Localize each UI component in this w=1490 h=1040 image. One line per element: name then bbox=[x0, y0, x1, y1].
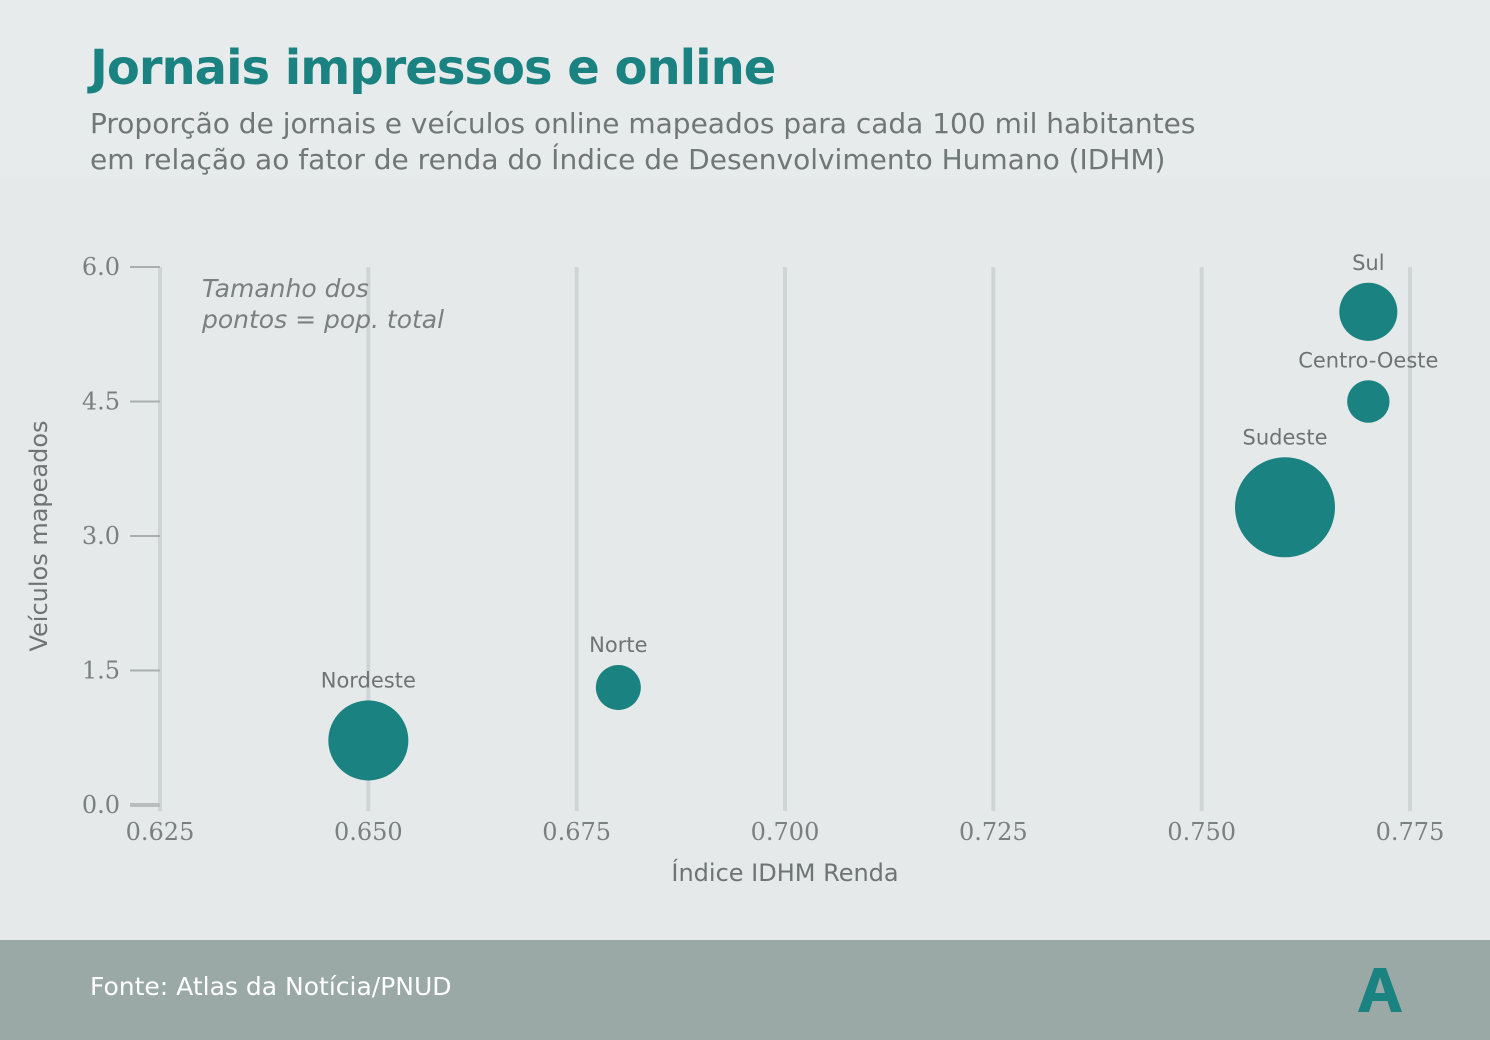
x-tick-label: 0.775 bbox=[1376, 818, 1445, 846]
y-tick-label: 4.5 bbox=[82, 388, 120, 416]
y-axis-title: Veículos mapeados bbox=[25, 420, 53, 651]
y-tick-label: 3.0 bbox=[82, 522, 120, 550]
x-tick-label: 0.650 bbox=[334, 818, 403, 846]
y-tick-label: 0.0 bbox=[82, 791, 120, 819]
x-tick-label: 0.750 bbox=[1167, 818, 1236, 846]
data-point bbox=[1347, 380, 1390, 423]
page-subtitle: Proporção de jornais e veículos online m… bbox=[90, 106, 1390, 178]
point-label: Norte bbox=[589, 633, 647, 657]
data-point bbox=[595, 665, 641, 711]
subtitle-line-1: Proporção de jornais e veículos online m… bbox=[90, 107, 1196, 140]
x-tick-label: 0.700 bbox=[751, 818, 820, 846]
footer: Fonte: Atlas da Notícia/PNUD bbox=[0, 940, 1490, 1040]
point-label: Centro-Oeste bbox=[1298, 348, 1438, 372]
size-note-line-2: pontos = pop. total bbox=[201, 305, 444, 334]
y-axis: 0.0 1.5 3.0 4.5 6.0 bbox=[82, 253, 160, 819]
x-axis: 0.625 0.650 0.675 0.700 0.725 0.750 0.775 bbox=[126, 803, 1445, 846]
point-label: Sul bbox=[1352, 251, 1384, 275]
data-points: Nordeste Norte Sudeste Centro-Oeste Sul bbox=[321, 251, 1438, 781]
subtitle-line-2: em relação ao fator de renda do Índice d… bbox=[90, 143, 1166, 176]
data-point bbox=[1235, 457, 1335, 558]
x-tick-label: 0.725 bbox=[959, 818, 1028, 846]
x-tick-label: 0.625 bbox=[126, 818, 195, 846]
x-axis-title: Índice IDHM Renda bbox=[671, 858, 898, 887]
point-label: Nordeste bbox=[321, 668, 416, 692]
y-tick-label: 6.0 bbox=[82, 253, 120, 281]
data-point bbox=[328, 700, 409, 781]
source-text: Fonte: Atlas da Notícia/PNUD bbox=[90, 972, 452, 1001]
scatter-chart: 0.0 1.5 3.0 4.5 6.0 0.625 0.650 0.675 0.700 0.72… bbox=[25, 251, 1445, 887]
x-tick-label: 0.675 bbox=[542, 818, 611, 846]
y-tick-label: 1.5 bbox=[82, 657, 120, 685]
data-point bbox=[1339, 282, 1398, 341]
atlas-a-logo-icon bbox=[1358, 968, 1402, 1012]
header: Jornais impressos e online Proporção de … bbox=[0, 0, 1490, 178]
size-note-line-1: Tamanho dos bbox=[202, 274, 369, 303]
page-title: Jornais impressos e online bbox=[90, 40, 776, 96]
point-label: Sudeste bbox=[1243, 425, 1328, 449]
